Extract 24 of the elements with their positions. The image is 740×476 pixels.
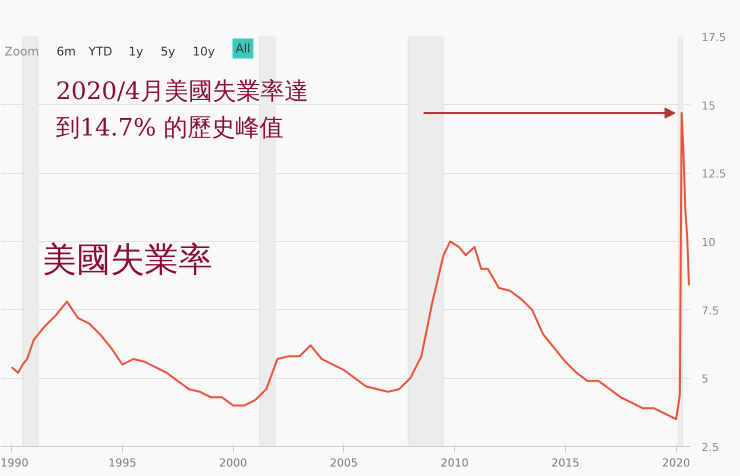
x-tick-label: 1995 bbox=[108, 456, 136, 470]
x-tick-label: 2020 bbox=[662, 456, 690, 470]
annotation: 2020/4月美國失業率達到14.7% 的歷史峰值 bbox=[56, 76, 308, 142]
annotation: Zoom bbox=[4, 44, 40, 58]
y-tick-label: 17.5 bbox=[702, 31, 726, 44]
y-tick-label: 7.5 bbox=[702, 304, 719, 318]
text: 美國失業率 bbox=[42, 240, 213, 280]
annotation: YTD bbox=[88, 44, 112, 58]
x-tick-label: 2005 bbox=[330, 456, 358, 470]
x-tick-label: 2015 bbox=[551, 456, 580, 470]
annotation: 1y bbox=[128, 44, 144, 58]
x-tick-label: 2010 bbox=[440, 456, 469, 470]
annotation: All bbox=[236, 42, 250, 56]
y-tick-label: 12.5 bbox=[702, 168, 726, 181]
y-tick-label: 15 bbox=[702, 99, 716, 112]
x-tick-label: 2000 bbox=[219, 456, 248, 470]
x-tick-label: 1990 bbox=[0, 456, 28, 470]
annotation: 5y bbox=[160, 44, 176, 58]
annotation: 6m bbox=[56, 44, 76, 58]
y-tick-label: 10 bbox=[702, 236, 716, 249]
annotation: 10y bbox=[192, 44, 215, 58]
line-series bbox=[10, 112, 690, 420]
y-tick-label: 5 bbox=[702, 372, 708, 386]
y-tick-label: 2.5 bbox=[702, 441, 719, 454]
